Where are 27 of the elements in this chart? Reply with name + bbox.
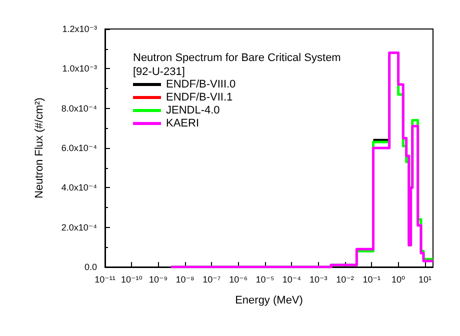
x-tick-label: 10⁰ — [391, 274, 406, 284]
y-tick-label: 2.0x10⁻⁴ — [61, 222, 98, 232]
legend-title: Neutron Spectrum for Bare Critical System [92-U-231] — [133, 52, 341, 78]
x-tick-label: 10⁻⁹ — [149, 274, 168, 284]
x-axis-title: Energy (MeV) — [235, 294, 303, 306]
x-tick-label: 10⁻⁸ — [176, 274, 194, 284]
x-tick-label: 10⁻⁵ — [256, 274, 274, 284]
y-tick-label: 6.0x10⁻⁴ — [61, 143, 98, 153]
x-tick-label: 10⁻¹ — [362, 274, 381, 284]
x-tick-label: 10⁻² — [336, 274, 354, 284]
y-tick-label: 1.2x10⁻³ — [62, 24, 97, 34]
x-tick-label: 10⁻⁶ — [229, 274, 248, 284]
y-tick-label: 1.0x10⁻³ — [62, 64, 97, 74]
y-tick-label: 4.0x10⁻⁴ — [61, 182, 98, 193]
y-tick-label: 8.0x10⁻⁴ — [61, 103, 98, 114]
x-tick-label: 10⁻⁴ — [282, 274, 302, 284]
x-tick-label: 10⁻¹¹ — [94, 274, 116, 284]
legend-label: ENDF/B-VIII.0 — [166, 78, 236, 90]
x-tick-label: 10⁻¹⁰ — [120, 274, 143, 284]
y-tick-label: 0.0 — [84, 262, 97, 272]
x-tick-label: 10⁻⁷ — [202, 274, 221, 284]
x-tick-label: 10¹ — [418, 274, 432, 284]
legend-label: KAERI — [166, 118, 200, 130]
y-axis-title: Neutron Flux (#/cm²) — [34, 98, 46, 198]
x-tick-label: 10⁻³ — [309, 274, 328, 284]
legend-label: JENDL-4.0 — [166, 104, 220, 116]
legend-label: ENDF/B-VII.1 — [166, 92, 233, 104]
